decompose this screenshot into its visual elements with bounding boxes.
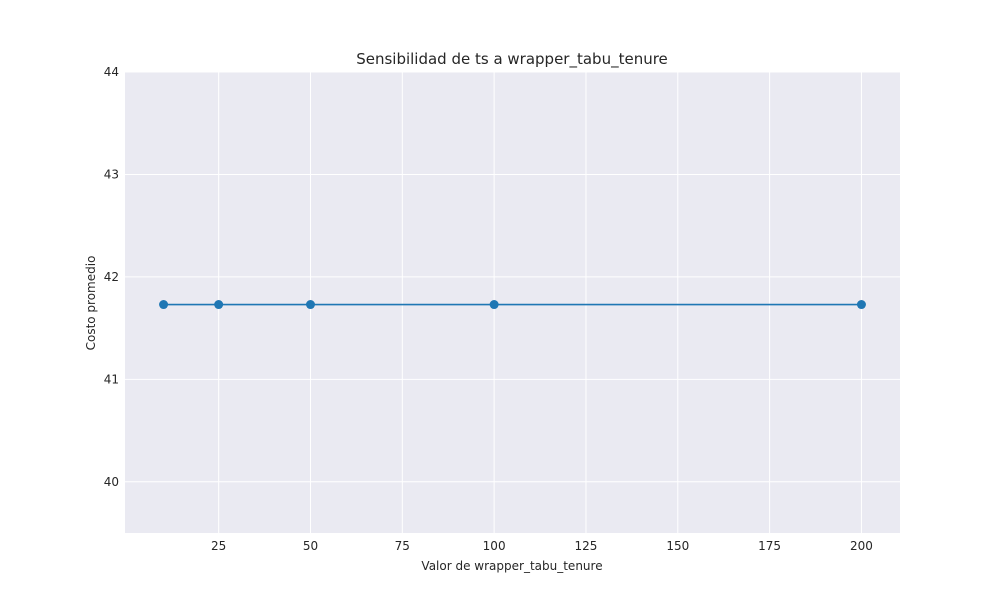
data-point	[489, 300, 499, 310]
y-tick-label: 40	[104, 475, 119, 489]
x-tick-label: 175	[758, 539, 781, 553]
y-grid	[125, 71, 900, 483]
x-axis-label: Valor de wrapper_tabu_tenure	[421, 559, 602, 573]
series-layer	[159, 300, 866, 310]
x-tick-label: 125	[575, 539, 598, 553]
data-point	[305, 300, 315, 310]
plot-area	[125, 72, 900, 533]
data-point	[214, 300, 224, 310]
x-tick-label: 100	[483, 539, 506, 553]
x-tick-label: 25	[211, 539, 226, 553]
x-tick-label: 200	[850, 539, 873, 553]
y-tick-label: 42	[104, 270, 119, 284]
x-tick-label: 150	[666, 539, 689, 553]
y-tick-label: 43	[104, 167, 119, 181]
x-tick-labels: 25 50 75 100 125 150 175 200	[211, 539, 873, 553]
y-tick-labels: 40 41 42 43 44	[104, 65, 119, 489]
y-tick-label: 44	[104, 65, 119, 79]
y-tick-label: 41	[104, 372, 119, 386]
data-point	[856, 300, 866, 310]
x-grid	[218, 72, 862, 533]
data-point	[159, 300, 169, 310]
x-tick-label: 50	[303, 539, 318, 553]
y-axis-label: Costo promedio	[84, 256, 98, 351]
x-tick-label: 75	[395, 539, 410, 553]
chart-title: Sensibilidad de ts a wrapper_tabu_tenure	[356, 50, 668, 69]
